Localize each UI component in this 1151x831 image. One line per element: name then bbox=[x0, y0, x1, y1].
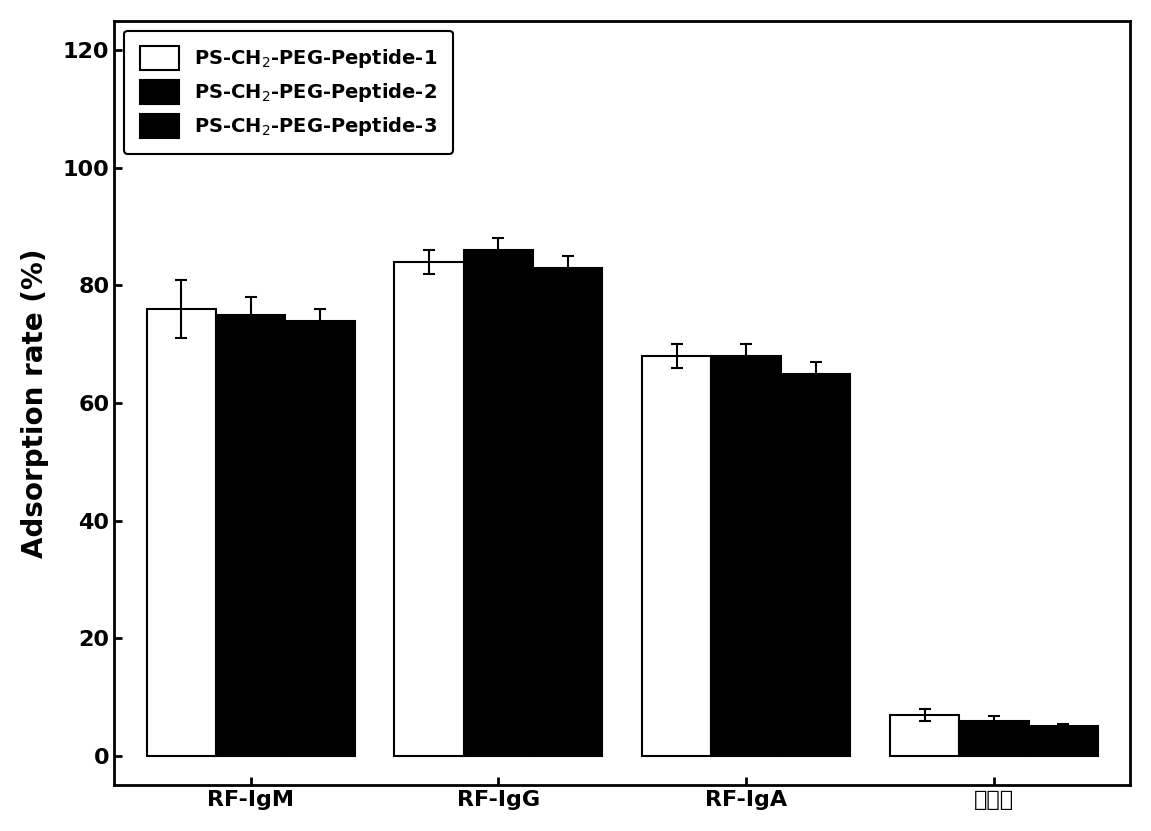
Bar bbox=[216, 315, 285, 756]
Bar bbox=[533, 268, 602, 756]
Bar bbox=[780, 374, 851, 756]
Bar bbox=[959, 720, 1029, 756]
Bar bbox=[642, 356, 711, 756]
Bar bbox=[146, 309, 216, 756]
Bar bbox=[464, 250, 533, 756]
Bar bbox=[285, 321, 355, 756]
Bar bbox=[1029, 726, 1098, 756]
Bar bbox=[711, 356, 780, 756]
Bar bbox=[890, 715, 959, 756]
Legend: PS-CH$_2$-PEG-Peptide-1, PS-CH$_2$-PEG-Peptide-2, PS-CH$_2$-PEG-Peptide-3: PS-CH$_2$-PEG-Peptide-1, PS-CH$_2$-PEG-P… bbox=[124, 31, 452, 154]
Bar bbox=[395, 262, 464, 756]
Y-axis label: Adsorption rate (%): Adsorption rate (%) bbox=[21, 248, 48, 558]
